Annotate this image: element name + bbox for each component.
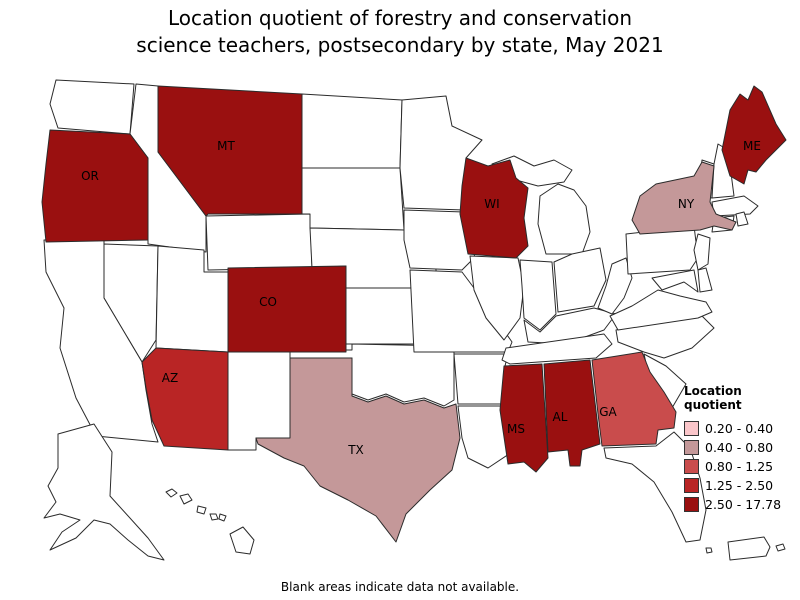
legend-label: 1.25 - 2.50 [705,478,774,493]
state-ri[interactable] [735,211,749,227]
state-tx[interactable] [255,357,461,543]
state-label-wi: WI [484,197,499,211]
state-nj[interactable] [693,233,711,271]
legend-swatch-3 [684,459,699,474]
page-title: Location quotient of forestry and conser… [0,5,800,59]
state-nm[interactable] [227,351,291,451]
state-pa[interactable] [625,225,699,275]
state-ny[interactable] [631,161,737,235]
legend-label: 0.20 - 0.40 [705,421,774,436]
state-label-me: ME [743,139,761,153]
state-tn[interactable] [501,333,613,365]
state-hi[interactable] [165,488,255,555]
state-al[interactable] [543,359,601,467]
state-label-co: CO [259,295,277,309]
state-nd[interactable] [301,93,403,169]
state-me[interactable] [721,85,787,185]
state-in[interactable] [519,259,557,331]
state-il[interactable] [469,255,525,341]
state-ca[interactable] [43,239,159,443]
state-sd[interactable] [301,167,405,231]
state-ar[interactable] [453,353,509,405]
state-ga[interactable] [591,351,677,447]
state-az[interactable] [141,347,229,451]
state-de[interactable] [697,267,713,293]
state-mi[interactable] [537,183,591,255]
state-wa[interactable] [49,79,135,135]
state-label-ms: MS [507,422,525,436]
legend-title: Location quotient [684,384,742,412]
state-oh[interactable] [553,247,607,313]
state-co[interactable] [227,265,347,353]
state-label-ga: GA [599,405,617,419]
footnote: Blank areas indicate data not available. [280,580,520,594]
state-or[interactable] [41,129,149,243]
state-md[interactable] [651,269,699,293]
legend-label: 0.40 - 0.80 [705,440,774,455]
legend-swatch-2 [684,440,699,455]
legend-item: 0.40 - 0.80 [684,440,798,455]
legend-label: 0.80 - 1.25 [705,459,774,474]
legend-label: 2.50 - 17.78 [705,497,782,512]
legend-item: 2.50 - 17.78 [684,497,798,512]
state-ak[interactable] [43,423,165,561]
state-label-ny: NY [678,197,695,211]
legend-swatch-5 [684,497,699,512]
state-va[interactable] [609,289,713,331]
state-mi-upper-peninsula[interactable] [491,155,573,187]
state-wy[interactable] [205,213,313,271]
state-label-or: OR [81,169,99,183]
title-line-1: Location quotient of forestry and conser… [167,6,633,30]
state-pr[interactable] [705,536,786,561]
legend-swatch-4 [684,478,699,493]
legend-item: 0.80 - 1.25 [684,459,798,474]
state-label-az: AZ [162,371,178,385]
legend-item: 0.20 - 0.40 [684,421,798,436]
state-wi[interactable] [459,157,529,259]
title-line-2: science teachers, postsecondary by state… [136,33,664,57]
legend: Location quotient 0.20 - 0.40 0.40 - 0.8… [684,384,798,516]
state-label-mt: MT [217,139,235,153]
legend-item: 1.25 - 2.50 [684,478,798,493]
state-mt[interactable] [157,85,303,217]
state-fl[interactable] [603,431,707,543]
legend-swatch-1 [684,421,699,436]
state-label-tx: TX [347,443,364,457]
state-label-al: AL [553,410,568,424]
state-ms[interactable] [499,363,549,473]
state-ma[interactable] [711,195,759,217]
